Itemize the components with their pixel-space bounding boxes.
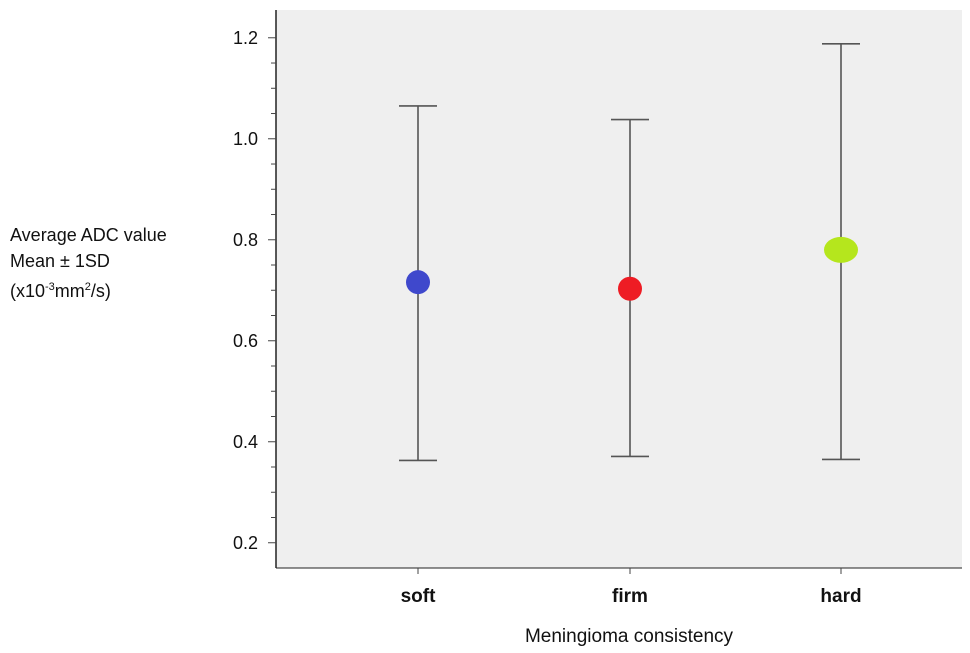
y-tick-label: 0.2 — [233, 533, 258, 553]
y-axis-title: Average ADC value Mean ± 1SD (x10-3mm2/s… — [10, 222, 167, 304]
y-axis: 0.2 0.4 0.6 0.8 1.0 1.2 — [233, 10, 962, 569]
y-tick-label: 1.0 — [233, 129, 258, 149]
x-tick-label: soft — [401, 586, 437, 607]
y-tick-label: 1.2 — [233, 28, 258, 48]
y-axis-title-line1: Average ADC value — [10, 225, 167, 245]
x-axis-title: Meningioma consistency — [525, 626, 734, 647]
y-tick-label: 0.8 — [233, 230, 258, 250]
y-tick-label: 0.6 — [233, 331, 258, 351]
mean-point-firm — [618, 276, 642, 301]
y-axis-title-line3: (x10-3mm2/s) — [10, 281, 111, 301]
mean-point-soft — [406, 270, 430, 295]
y-tick-label: 0.4 — [233, 432, 258, 452]
y-axis-title-line2: Mean ± 1SD — [10, 251, 110, 271]
error-bars — [399, 43, 860, 462]
x-tick-label: hard — [820, 586, 861, 607]
x-tick-label: firm — [612, 586, 648, 607]
mean-point-hard — [824, 236, 858, 263]
x-axis: soft firm hard — [401, 568, 862, 607]
